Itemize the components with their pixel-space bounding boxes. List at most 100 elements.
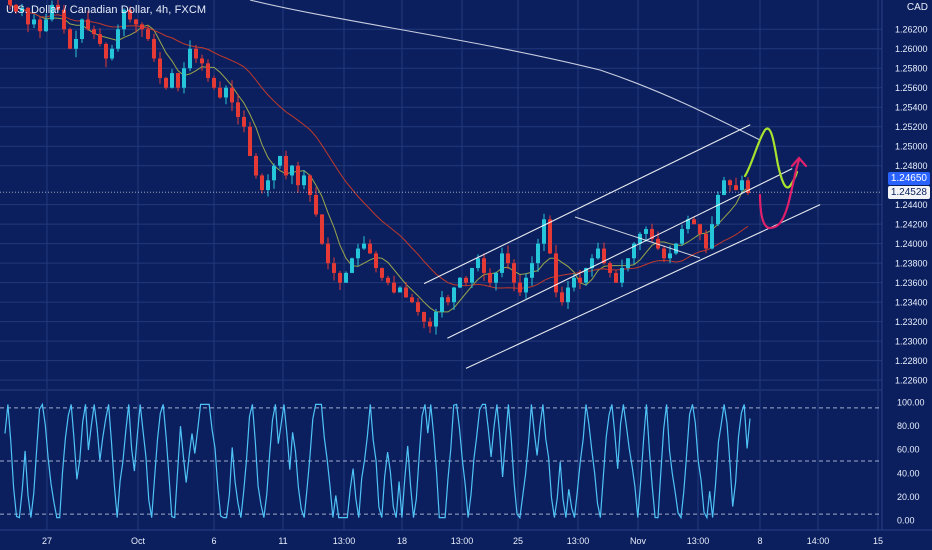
symbol-interval: 4h [155,4,169,16]
ma-long-line [249,0,761,141]
candle-body [62,9,66,30]
magenta-projection-path[interactable] [758,158,801,230]
candlestick-series[interactable] [8,0,750,335]
candle-body [746,180,750,193]
candle-body [296,165,300,186]
candle-body [722,180,726,195]
magenta-arrowhead[interactable] [790,156,808,168]
candle-body [194,48,198,59]
candle-body [104,43,108,59]
price-axis-label: 1.25400 [895,103,928,113]
candle-body [596,248,600,259]
currency-label: CAD [906,2,928,13]
price-axis[interactable]: 1.26200 1.26000 1.25800 1.25600 1.25400 1.252… [895,25,928,386]
time-axis-label: 27 [42,536,52,546]
candle-body [266,180,270,191]
candle-body [14,4,18,12]
candle-body [458,277,462,288]
candle-body [242,116,246,127]
candle-body [608,263,612,273]
candle-body [20,7,24,12]
candle-body [422,311,426,322]
oscillator-pane[interactable] [0,402,882,520]
candle-body [278,155,282,166]
oscillator-axis-label: 60.00 [897,445,920,455]
price-axis-label: 1.26000 [895,44,928,54]
time-axis-label: 13:00 [687,536,710,546]
oscillator-axis[interactable]: 100.00 80.00 60.00 40.00 20.00 0.00 [897,398,925,526]
time-axis-label: Nov [630,536,647,546]
candle-body [260,175,264,191]
candle-body [218,87,222,98]
candle-body [398,287,402,293]
candle-body [212,77,216,88]
candle-body [494,272,498,283]
candle-body [584,268,588,283]
candle-body [488,272,492,283]
time-axis-label: 15 [873,536,883,546]
candle-body [128,9,132,20]
time-axis-label: 13:00 [567,536,590,546]
candle-body [626,258,630,269]
candle-body [254,155,258,176]
parallel-channel[interactable] [423,124,821,369]
candle-body [482,258,486,273]
candle-body [110,48,114,59]
candle-body [134,19,138,25]
candle-body [452,287,456,303]
candle-body [170,73,174,88]
candle-body [164,77,168,88]
candle-body [356,248,360,259]
candle-body [662,248,666,259]
candle-body [50,4,54,20]
candle-body [644,229,648,234]
symbol-source: FXCM [174,4,207,16]
price-axis-label: 1.25000 [895,142,928,152]
time-axis-label: 25 [513,536,523,546]
candle-body [98,34,102,44]
candle-body [506,253,510,264]
candle-body [146,29,150,39]
time-axis-label: 6 [211,536,216,546]
candle-body [680,229,684,244]
channel-lower-line[interactable] [465,204,821,369]
projection-drawings[interactable] [743,127,808,230]
candle-body [530,263,534,278]
channel-middle-line[interactable] [447,168,793,339]
candle-body [326,243,330,264]
candle-body [542,219,546,244]
candle-body [620,268,624,283]
current-price-tag: 1.24650 [887,172,930,185]
candle-body [206,63,210,78]
candle-body [500,253,504,273]
candle-body [560,292,564,303]
candle-body [602,248,606,264]
candle-body [290,165,294,176]
candle-body [68,29,72,49]
candle-body [224,87,228,98]
symbol-name: U.S. Dollar / Canadian Dollar [6,4,150,16]
candle-body [92,29,96,35]
channel-upper-line[interactable] [423,124,751,285]
price-axis-label: 1.22800 [895,356,928,366]
candle-body [200,58,204,64]
candle-body [476,258,480,269]
candle-body [182,68,186,88]
candle-body [734,185,738,191]
candle-body [272,165,276,181]
candle-body [566,287,570,303]
oscillator-axis-label: 0.00 [897,516,915,526]
candle-body [80,19,84,39]
candle-body [188,48,192,69]
channel-cross-line[interactable] [574,216,701,259]
time-axis[interactable]: 27 Oct 6 11 13:00 18 13:00 25 13:00 Nov 13:00 8 14:0… [42,536,883,546]
candle-body [416,302,420,312]
price-axis-label: 1.23800 [895,259,928,269]
price-axis-label: 1.26200 [895,25,928,35]
candle-body [428,321,432,327]
price-axis-label: 1.25200 [895,122,928,132]
time-axis-label: 18 [397,536,407,546]
oscillator-axis-label: 100.00 [897,398,925,408]
